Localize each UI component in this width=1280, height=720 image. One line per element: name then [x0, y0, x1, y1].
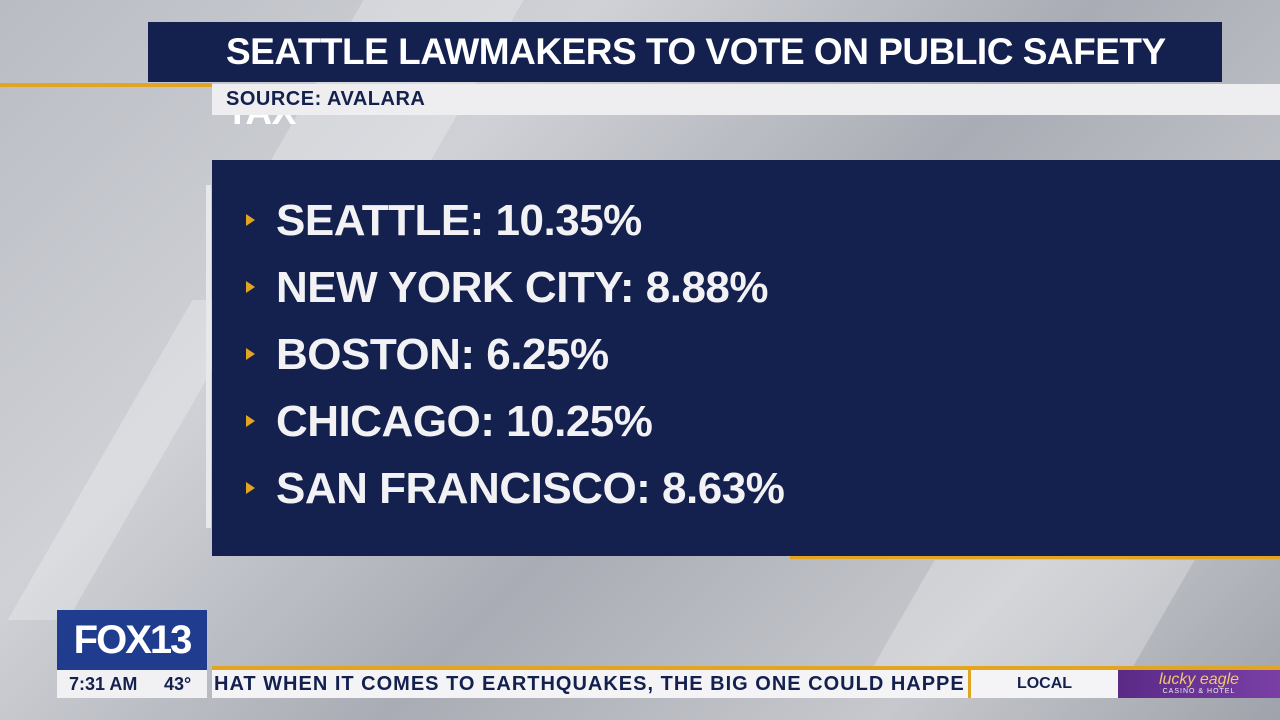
accent-line [790, 556, 1280, 559]
time-temp: 7:31 AM 43° [57, 670, 207, 698]
background-shape [865, 560, 1195, 680]
list-item: SEATTLE: 10.35% [246, 196, 642, 246]
sponsor: lucky eagle CASINO & HOTEL [1118, 670, 1280, 698]
list-item: NEW YORK CITY: 8.88% [246, 263, 769, 313]
temperature: 43° [164, 674, 192, 694]
item-text: BOSTON: 6.25% [276, 330, 609, 379]
item-text: CHICAGO: 10.25% [276, 397, 653, 446]
accent-line [0, 83, 212, 87]
panel-edge [206, 185, 211, 528]
item-text: SAN FRANCISCO: 8.63% [276, 464, 785, 513]
time: 7:31 AM [69, 674, 138, 694]
bullet [246, 281, 255, 293]
source: SOURCE: AVALARA [212, 84, 1280, 115]
list-item: CHICAGO: 10.25% [246, 397, 653, 447]
headline: SEATTLE LAWMAKERS TO VOTE ON PUBLIC SAFE… [148, 22, 1222, 132]
accent-line [212, 666, 1280, 670]
ticker-section: LOCAL [968, 670, 1118, 698]
ticker: HAT WHEN IT COMES TO EARTHQUAKES, THE BI… [212, 670, 968, 698]
bullet [246, 348, 255, 360]
item-text: NEW YORK CITY: 8.88% [276, 263, 769, 312]
item-text: SEATTLE: 10.35% [276, 196, 642, 245]
list-panel: SEATTLE: 10.35% NEW YORK CITY: 8.88% BOSTO… [212, 160, 1280, 556]
list-item: BOSTON: 6.25% [246, 330, 609, 380]
list-item: SAN FRANCISCO: 8.63% [246, 464, 785, 514]
station-logo: FOX13 [57, 610, 207, 670]
sponsor-name: lucky eagle [1158, 671, 1240, 688]
bullet [246, 214, 255, 226]
bullet [246, 482, 255, 494]
bullet [246, 415, 255, 427]
sponsor-sub: CASINO & HOTEL [1162, 688, 1236, 695]
